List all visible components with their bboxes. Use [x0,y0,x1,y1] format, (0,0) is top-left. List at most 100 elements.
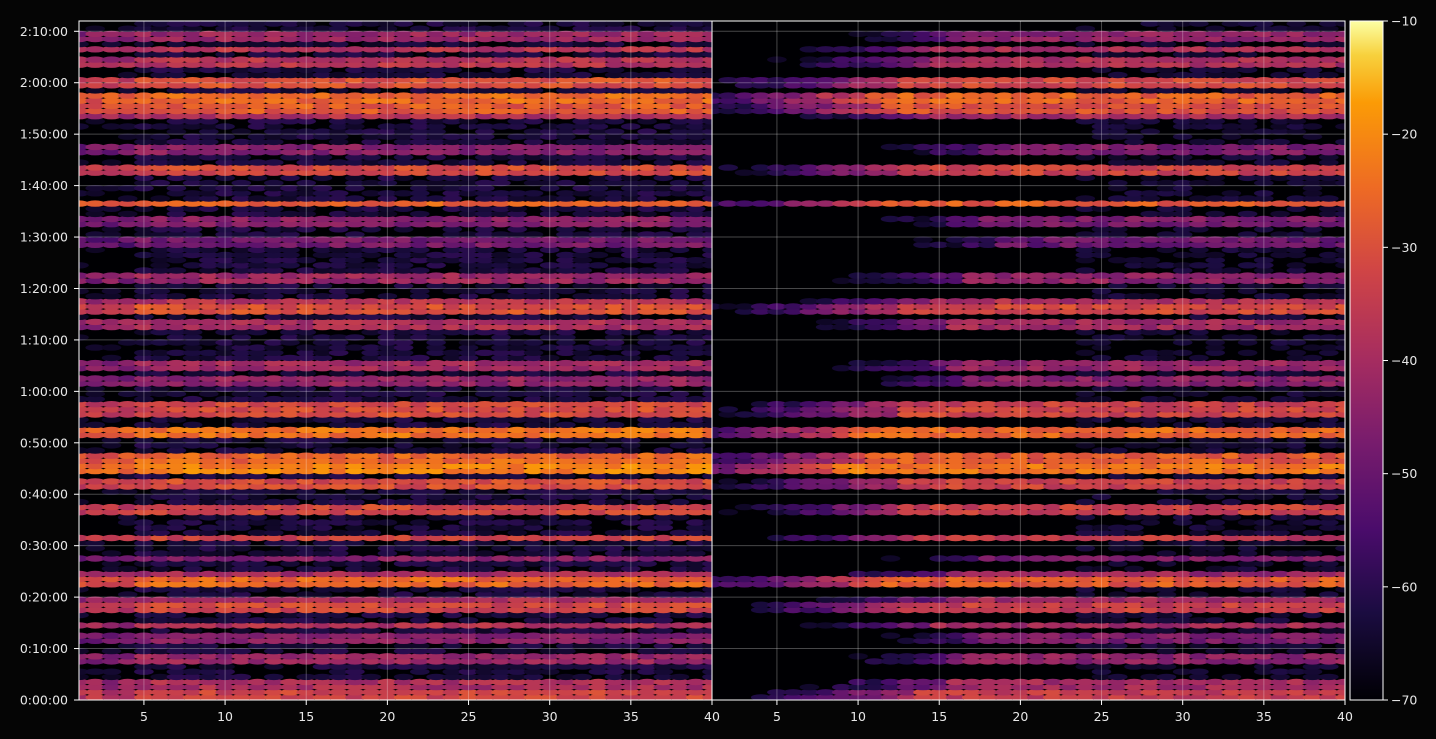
heatmap-cell [686,539,706,547]
heatmap-cell [247,431,268,439]
heatmap-cell [361,164,382,171]
heatmap-cell [182,545,203,552]
heatmap-cell [328,344,349,351]
heatmap-cell [475,575,495,583]
heatmap-cell [539,668,560,675]
heatmap-cell [442,529,463,536]
heatmap-cell [523,128,544,135]
heatmap-cell [442,303,463,310]
heatmap-cell [134,617,154,624]
heatmap-cell [572,519,592,526]
heatmap-cell [79,164,89,171]
heatmap-cell [1189,601,1209,608]
heatmap-cell [669,622,690,629]
heatmap-cell [247,375,268,382]
heatmap-cell [85,395,105,403]
heatmap-cell [134,622,154,629]
heatmap-cell [361,113,382,120]
heatmap-cell [507,215,527,223]
heatmap-cell [328,293,349,300]
heatmap-cell [312,277,333,284]
heatmap-cell [231,179,252,187]
heatmap-cell [686,694,706,700]
heatmap-cell [199,401,219,408]
heatmap-cell [182,205,203,212]
heatmap-cell [247,390,268,398]
heatmap-cell [686,591,706,598]
heatmap-cell [556,87,576,94]
heatmap-cell [393,622,414,629]
heatmap-cell [458,437,479,444]
heatmap-cell [702,138,712,146]
heatmap-cell [1205,622,1225,629]
heatmap-cell [556,555,576,562]
heatmap-cell [426,329,446,336]
heatmap-cell [85,102,105,110]
heatmap-cell [1319,653,1339,660]
heatmap-cell [377,488,398,495]
heatmap-cell [328,395,349,403]
heatmap-cell [637,92,657,99]
heatmap-cell [393,390,414,398]
heatmap-cell [653,503,674,511]
heatmap-cell [264,107,284,115]
heatmap-cell [296,82,317,89]
heatmap-cell [523,164,544,171]
heatmap-cell [410,539,430,547]
heatmap-cell [572,452,592,459]
heatmap-cell [85,318,105,326]
heatmap-cell [653,262,674,269]
heatmap-cell [621,303,641,310]
heatmap-cell [686,462,706,470]
heatmap-cell [637,308,657,315]
heatmap-cell [134,174,154,182]
heatmap-cell [604,539,625,547]
heatmap-cell [961,653,982,660]
heatmap-cell [686,689,706,696]
heatmap-cell [669,632,690,639]
heatmap-cell [199,591,219,598]
heatmap-cell [604,30,625,38]
heatmap-cell [1172,606,1193,614]
heatmap-cell [199,452,219,459]
heatmap-cell [199,241,219,248]
heatmap-cell [247,642,268,650]
heatmap-cell [1124,586,1144,593]
heatmap-cell [897,596,917,603]
heatmap-cell [1237,678,1258,686]
heatmap-cell [604,395,625,403]
heatmap-cell [669,77,690,84]
heatmap-cell [328,287,349,295]
heatmap-cell [702,493,712,500]
heatmap-cell [1319,581,1339,588]
heatmap-cell [669,35,690,43]
heatmap-cell [280,71,300,79]
heatmap-cell [702,395,712,403]
heatmap-cell [621,462,641,470]
heatmap-cell [669,82,690,89]
heatmap-cell [442,370,463,377]
heatmap-cell [897,694,917,700]
heatmap-cell [199,683,219,691]
heatmap-cell [377,56,398,63]
heatmap-cell [280,622,300,629]
heatmap-cell [264,46,284,53]
heatmap-cell [572,555,592,562]
heatmap-cell [1302,653,1323,660]
heatmap-cell [1286,622,1307,629]
heatmap-cell [621,653,641,660]
heatmap-cell [539,205,560,212]
heatmap-cell [1237,647,1258,655]
heatmap-cell [442,46,463,53]
heatmap-cell [280,149,300,156]
heatmap-cell [572,56,592,63]
heatmap-cell [101,457,122,464]
heatmap-cell [1189,570,1209,578]
heatmap-cell [280,596,300,603]
heatmap-cell [572,82,592,89]
heatmap-cell [247,195,268,202]
heatmap-cell [1108,632,1128,639]
heatmap-cell [85,143,105,151]
heatmap-cell [669,97,690,104]
heatmap-cell [410,287,430,295]
